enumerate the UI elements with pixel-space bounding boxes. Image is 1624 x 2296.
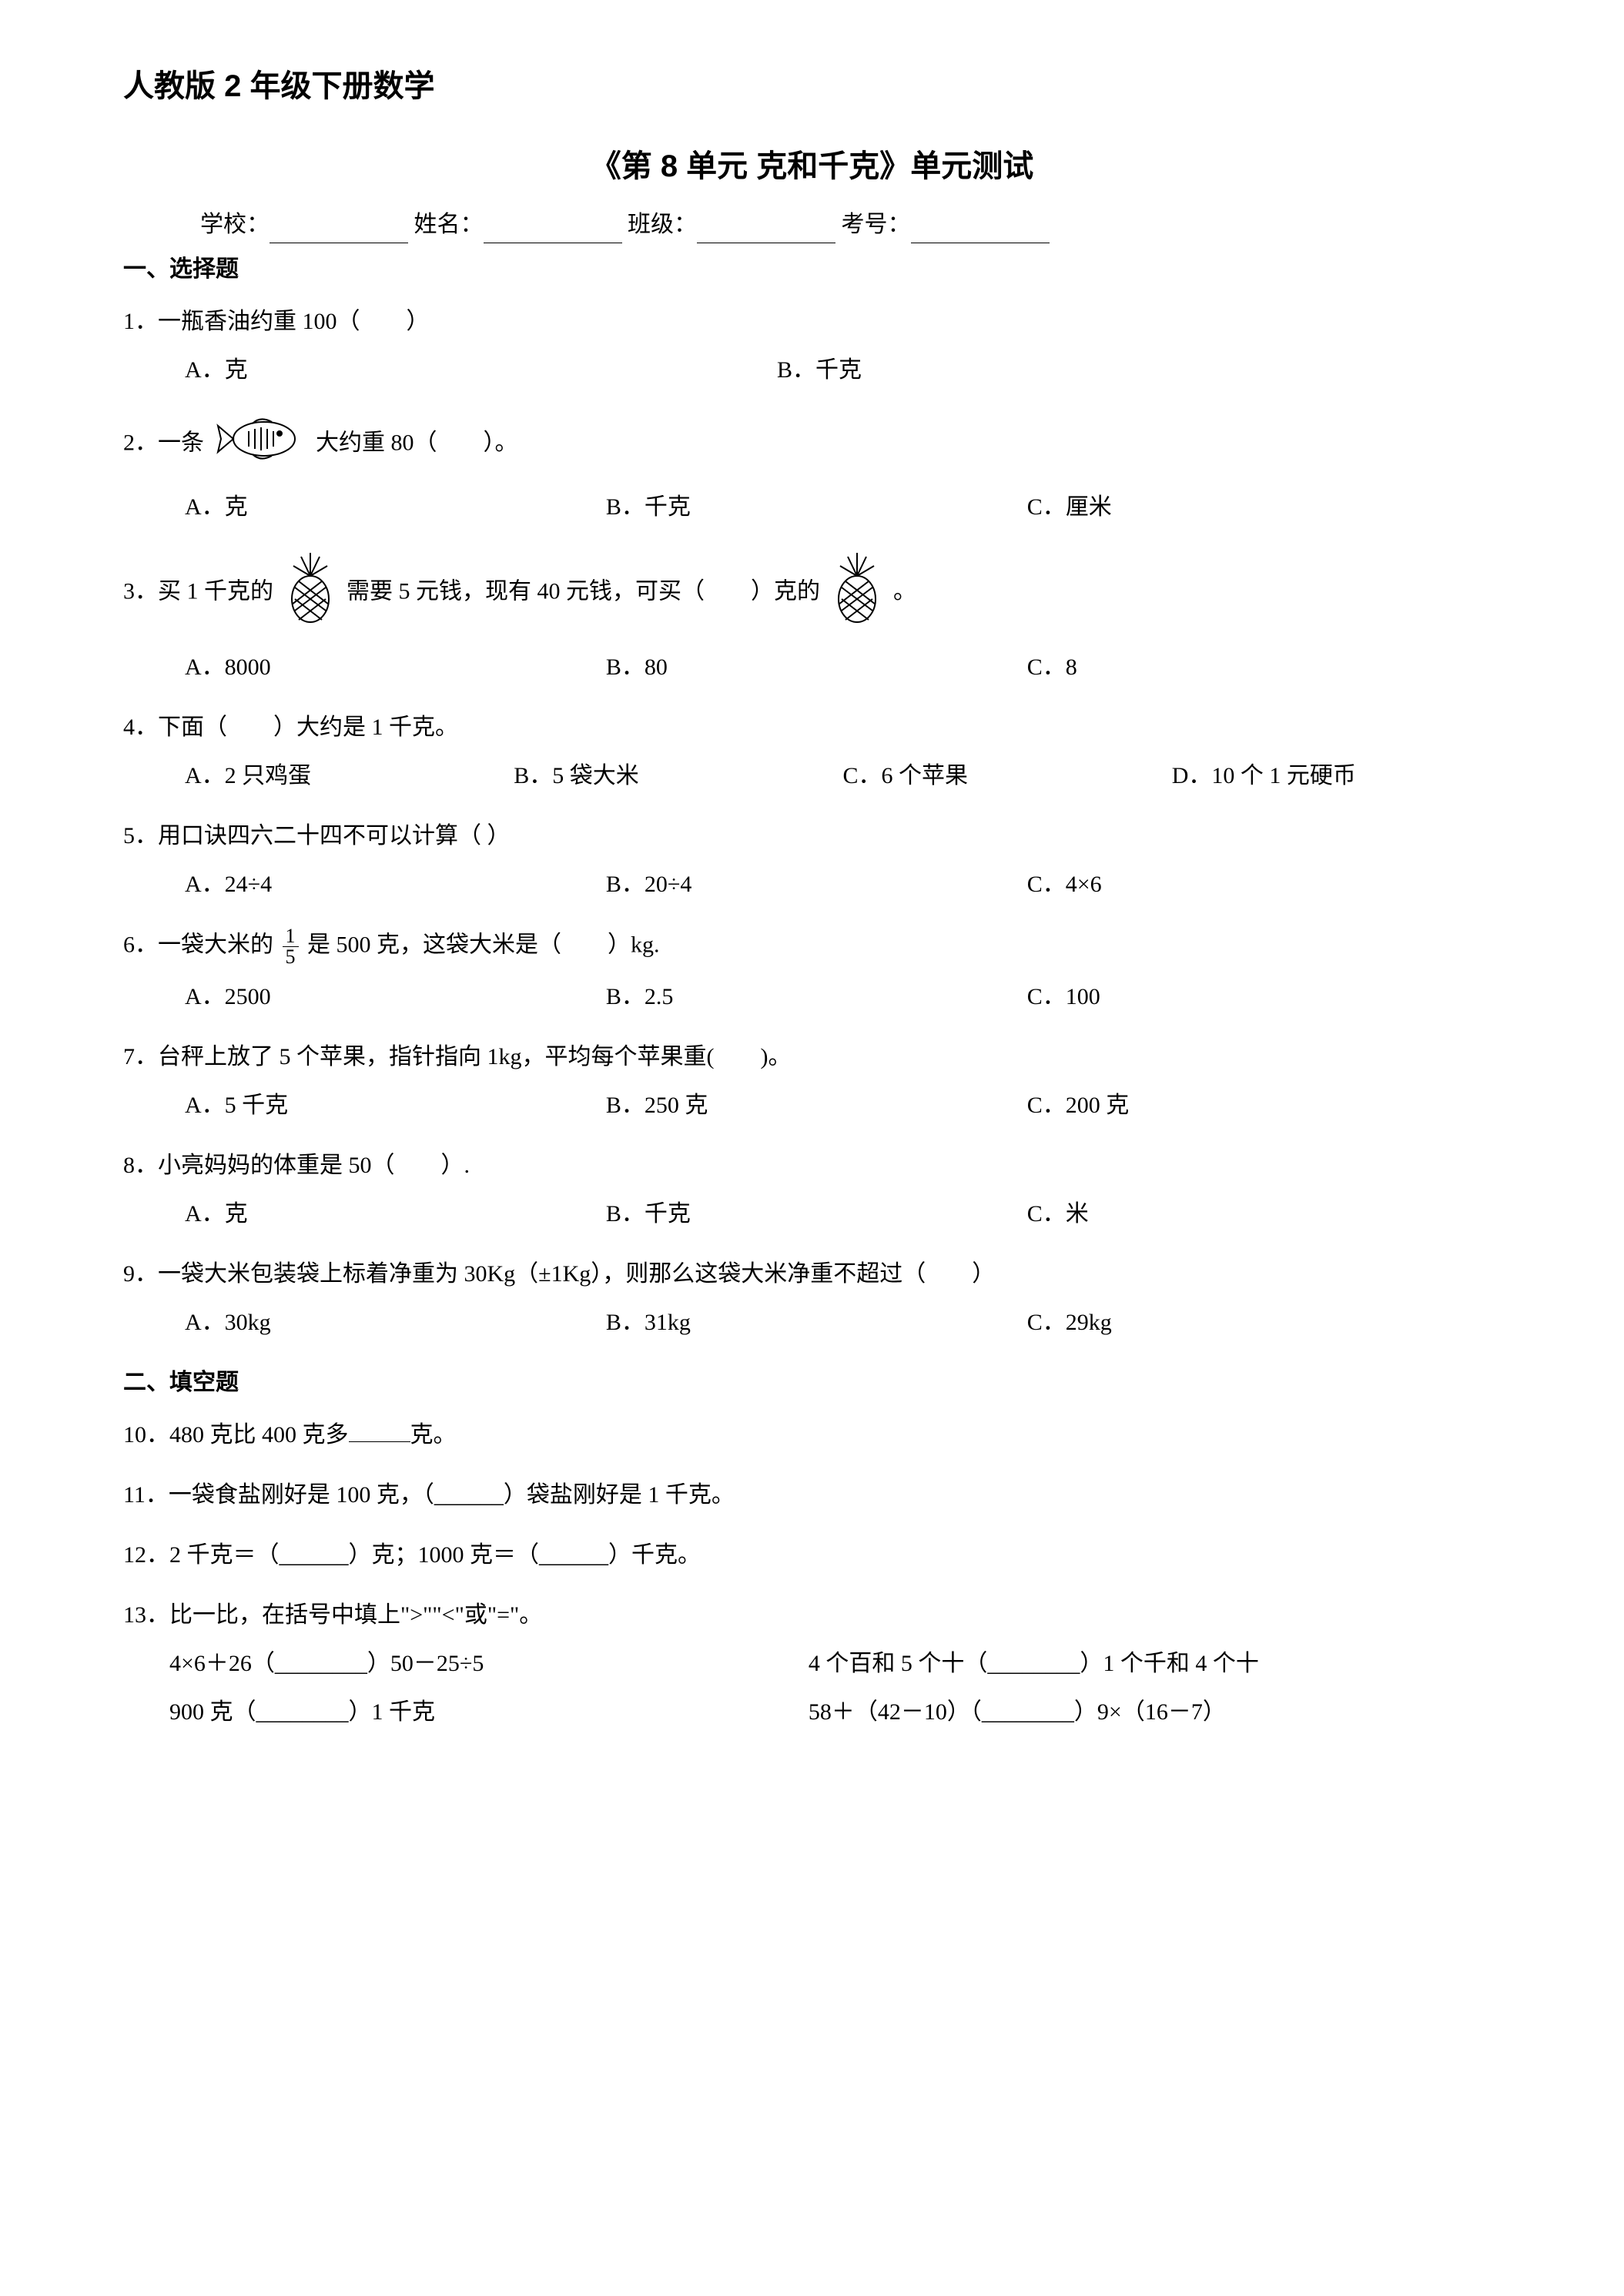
blank-school[interactable] [270,225,408,243]
q2-opt-a[interactable]: A．克 [185,489,606,526]
q9-opt-a[interactable]: A．30kg [185,1304,606,1341]
question-13: 13．比一比，在括号中填上">""<"或"="。 4×6＋26（________… [123,1597,1501,1731]
q2-stem-post: 大约重 80（ ）。 [316,430,518,455]
q8-stem: 8．小亮妈妈的体重是 50（ ）. [123,1147,1501,1184]
question-9: 9．一袋大米包装袋上标着净重为 30Kg（±1Kg），则那么这袋大米净重不超过（… [123,1256,1501,1341]
label-name: 姓名： [414,212,484,237]
section2-title: 二、填空题 [123,1364,1501,1401]
q13-row2: 900 克（________）1 千克 58＋（42－10）（________）… [123,1694,1501,1731]
question-11: 11．一袋食盐刚好是 100 克，（______）袋盐刚好是 1 千克。 [123,1477,1501,1514]
q7-options: A．5 千克 B．250 克 C．200 克 [123,1087,1501,1124]
q3-opt-c[interactable]: C．8 [1027,649,1448,686]
question-5: 5．用口诀四六二十四不可以计算（ ） A．24÷4 B．20÷4 C．4×6 [123,818,1501,903]
label-examno: 考号： [842,212,911,237]
q7-opt-a[interactable]: A．5 千克 [185,1087,606,1124]
q7-stem: 7．台秤上放了 5 个苹果，指针指向 1kg，平均每个苹果重( )。 [123,1039,1501,1076]
q7-opt-b[interactable]: B．250 克 [606,1087,1027,1124]
q6-options: A．2500 B．2.5 C．100 [123,979,1501,1016]
q6-opt-a[interactable]: A．2500 [185,979,606,1016]
q7-opt-c[interactable]: C．200 克 [1027,1087,1448,1124]
q8-options: A．克 B．千克 C．米 [123,1196,1501,1233]
q2-opt-b[interactable]: B．千克 [606,489,1027,526]
label-school: 学校： [200,212,270,237]
q12-text: 12．2 千克＝（______）克；1000 克＝（______）千克。 [123,1542,701,1568]
blank-name[interactable] [484,225,622,243]
q3-stem-pre: 3．买 1 千克的 [123,578,273,604]
q5-opt-b[interactable]: B．20÷4 [606,866,1027,903]
question-12: 12．2 千克＝（______）克；1000 克＝（______）千克。 [123,1537,1501,1574]
q4-stem: 4．下面（ ）大约是 1 千克。 [123,709,1501,746]
q13-r1b: 4 个百和 5 个十（________）1 个千和 4 个十 [809,1645,1448,1682]
question-6: 6．一袋大米的 1 5 是 500 克，这袋大米是（ ）kg. A．2500 B… [123,926,1501,1016]
q8-opt-c[interactable]: C．米 [1027,1196,1448,1233]
q8-opt-a[interactable]: A．克 [185,1196,606,1233]
q10-blank[interactable] [349,1424,410,1442]
fraction-icon: 1 5 [283,926,299,967]
pineapple-icon [826,549,888,638]
q6-stem-pre: 6．一袋大米的 [123,932,273,957]
q5-options: A．24÷4 B．20÷4 C．4×6 [123,866,1501,903]
q13-stem: 13．比一比，在括号中填上">""<"或"="。 [123,1597,1501,1634]
blank-examno[interactable] [911,225,1050,243]
q9-opt-c[interactable]: C．29kg [1027,1304,1448,1341]
section1-title: 一、选择题 [123,251,1501,288]
q9-options: A．30kg B．31kg C．29kg [123,1304,1501,1341]
q9-opt-b[interactable]: B．31kg [606,1304,1027,1341]
q4-opt-a[interactable]: A．2 只鸡蛋 [185,758,514,795]
q5-opt-a[interactable]: A．24÷4 [185,866,606,903]
q1-opt-a[interactable]: A．克 [185,352,777,389]
q6-stem-post: 是 500 克，这袋大米是（ ）kg. [307,932,660,957]
q13-row1: 4×6＋26（________）50－25÷5 4 个百和 5 个十（_____… [123,1645,1501,1682]
q5-stem: 5．用口诀四六二十四不可以计算（ ） [123,818,1501,855]
q6-stem: 6．一袋大米的 1 5 是 500 克，这袋大米是（ ）kg. [123,926,1501,967]
q2-stem: 2．一条 大约重 80（ ）。 [123,412,1501,477]
q13-r2a: 900 克（________）1 千克 [169,1694,809,1731]
q2-opt-c[interactable]: C．厘米 [1027,489,1448,526]
question-4: 4．下面（ ）大约是 1 千克。 A．2 只鸡蛋 B．5 袋大米 C．6 个苹果… [123,709,1501,795]
q5-opt-c[interactable]: C．4×6 [1027,866,1448,903]
q3-opt-b[interactable]: B．80 [606,649,1027,686]
q3-stem-post: 。 [893,578,916,604]
q13-r1a: 4×6＋26（________）50－25÷5 [169,1645,809,1682]
question-1: 1．一瓶香油约重 100（ ） A．克 B．千克 [123,303,1501,389]
q8-opt-b[interactable]: B．千克 [606,1196,1027,1233]
q9-stem: 9．一袋大米包装袋上标着净重为 30Kg（±1Kg），则那么这袋大米净重不超过（… [123,1256,1501,1293]
q1-options: A．克 B．千克 [123,352,1501,389]
document-title: 人教版 2 年级下册数学 [123,62,1501,111]
question-3: 3．买 1 千克的 需要 5 元钱，现有 40 元钱，可买（ ）克的 。 [123,549,1501,686]
q10-pre: 10．480 克比 400 克多 [123,1422,349,1448]
label-class: 班级： [628,212,697,237]
q2-stem-pre: 2．一条 [123,430,204,455]
q4-opt-d[interactable]: D．10 个 1 元硬币 [1172,758,1501,795]
q3-options: A．8000 B．80 C．8 [123,649,1501,686]
q1-stem: 1．一瓶香油约重 100（ ） [123,303,1501,340]
frac-den: 5 [283,947,299,967]
q6-opt-b[interactable]: B．2.5 [606,979,1027,1016]
question-10: 10．480 克比 400 克多 克。 [123,1417,1501,1454]
q3-stem-mid: 需要 5 元钱，现有 40 元钱，可买（ ）克的 [347,578,820,604]
q2-options: A．克 B．千克 C．厘米 [123,489,1501,526]
student-info-line: 学校： 姓名： 班级： 考号： [123,206,1501,243]
q4-options: A．2 只鸡蛋 B．5 袋大米 C．6 个苹果 D．10 个 1 元硬币 [123,758,1501,795]
q3-stem: 3．买 1 千克的 需要 5 元钱，现有 40 元钱，可买（ ）克的 。 [123,549,1501,638]
blank-class[interactable] [697,225,835,243]
document-subtitle: 《第 8 单元 克和千克》单元测试 [123,142,1501,191]
q6-opt-c[interactable]: C．100 [1027,979,1448,1016]
q10-post: 克。 [410,1422,457,1448]
q13-r2b: 58＋（42－10）（________）9×（16－7） [809,1694,1448,1731]
q11-text: 11．一袋食盐刚好是 100 克，（______）袋盐刚好是 1 千克。 [123,1482,735,1508]
frac-num: 1 [283,926,299,947]
q1-opt-b[interactable]: B．千克 [777,352,1369,389]
fish-icon [210,412,310,477]
question-2: 2．一条 大约重 80（ ）。 A．克 B．千克 C．厘米 [123,412,1501,526]
q4-opt-c[interactable]: C．6 个苹果 [843,758,1172,795]
pineapple-icon [280,549,341,638]
question-7: 7．台秤上放了 5 个苹果，指针指向 1kg，平均每个苹果重( )。 A．5 千… [123,1039,1501,1124]
question-8: 8．小亮妈妈的体重是 50（ ）. A．克 B．千克 C．米 [123,1147,1501,1233]
q3-opt-a[interactable]: A．8000 [185,649,606,686]
q4-opt-b[interactable]: B．5 袋大米 [514,758,842,795]
